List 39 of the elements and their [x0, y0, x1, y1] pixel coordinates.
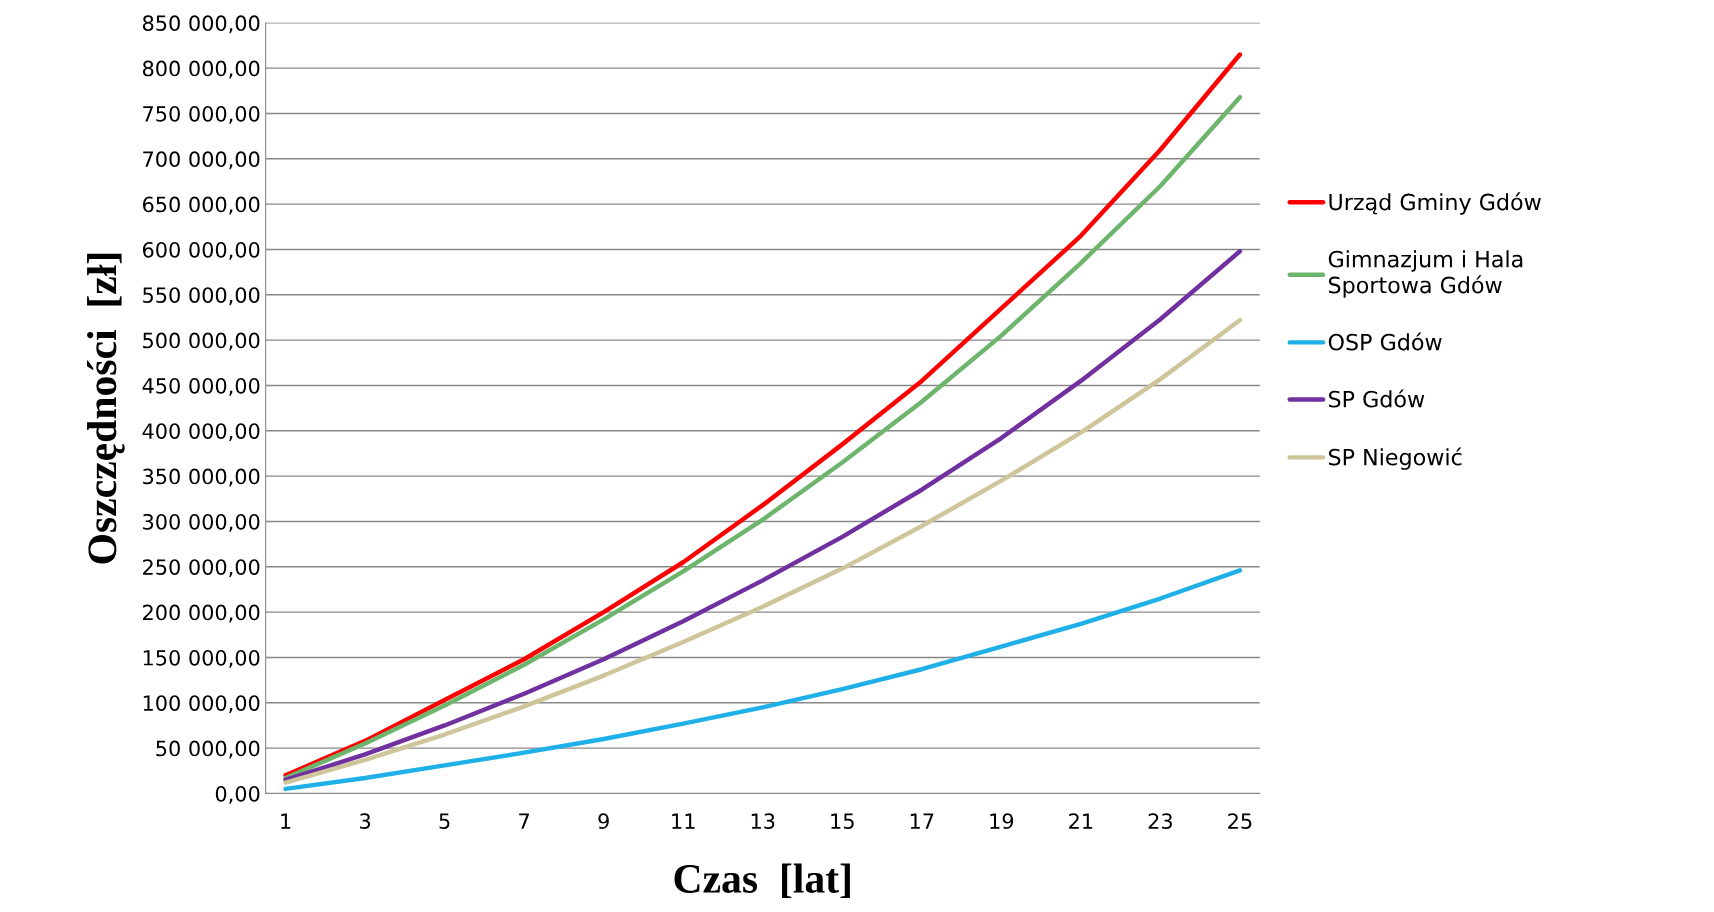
y-tick-label: 150 000,00	[143, 649, 260, 668]
y-tick-label: 650 000,00	[142, 196, 260, 215]
legend-label: OSP Gdów	[1328, 332, 1442, 351]
x-tick-label: 3	[360, 813, 371, 830]
y-tick-label: 700 000,00	[143, 151, 260, 170]
x-tick-label: 1	[281, 813, 291, 829]
y-tick-label: 350 000,00	[143, 468, 260, 487]
line-series	[283, 568, 1243, 792]
y-tick-label: 300 000,00	[143, 513, 260, 532]
y-tick-label: 600 000,00	[142, 241, 260, 260]
y-tick-label: 250 000,00	[143, 559, 260, 578]
x-tick-label: 13	[751, 813, 775, 830]
x-tick-label: 23	[1148, 813, 1172, 830]
y-tick-label: 0,00	[215, 785, 260, 804]
y-tick-label: 200 000,00	[143, 604, 260, 623]
x-tick-label: 17	[910, 813, 934, 829]
x-tick-label: 15	[831, 813, 854, 830]
y-tick-label: 550 000,00	[143, 287, 260, 306]
x-tick-label: 7	[519, 813, 529, 829]
y-tick-label: 800 000,00	[142, 60, 260, 79]
y-tick-label: 100 000,00	[143, 695, 260, 714]
legend-label: SP Niegowić	[1328, 447, 1462, 470]
x-axis-title: Czas [lat]	[674, 863, 850, 899]
y-axis-title: Oszczędności [zł]	[87, 253, 125, 564]
x-tick-label: 11	[672, 813, 695, 829]
y-tick-label: 50 000,00	[156, 740, 260, 759]
legend-label: Urząd Gminy Gdów	[1329, 192, 1541, 215]
x-tick-label: 19	[990, 813, 1014, 830]
y-tick-label: 850 000,00	[142, 15, 260, 34]
y-tick-label: 750 000,00	[143, 105, 260, 124]
x-tick-label: 9	[598, 813, 609, 830]
legend-label: SP Gdów	[1328, 389, 1425, 408]
x-tick-label: 5	[439, 813, 450, 830]
y-tick-label: 400 000,00	[142, 423, 260, 442]
y-tick-label: 500 000,00	[143, 332, 260, 351]
legend-label: Gimnazjum i Hala Sportowa Gdów	[1328, 250, 1523, 298]
y-tick-label: 450 000,00	[142, 377, 260, 396]
x-tick-label: 21	[1069, 813, 1093, 829]
x-tick-label: 25	[1228, 813, 1252, 830]
